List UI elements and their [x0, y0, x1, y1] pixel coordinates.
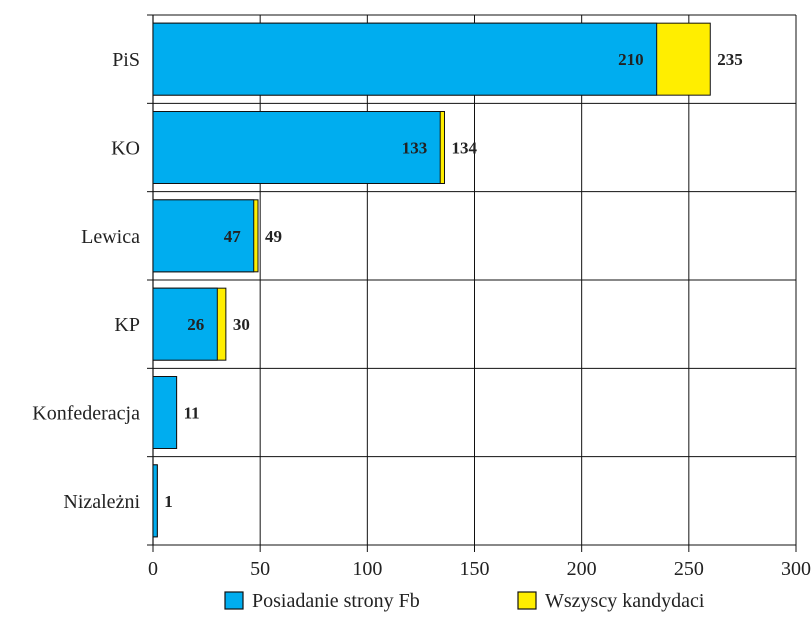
- x-tick-label: 250: [674, 558, 704, 580]
- category-label: KP: [114, 314, 140, 336]
- legend-label: Wszyscy kandydaci: [545, 590, 705, 612]
- data-label-fb: 133: [402, 139, 428, 158]
- bar-posiadanie-strony-fb: [152, 111, 441, 184]
- bar-posiadanie-strony-fb: [152, 287, 218, 361]
- data-label-total: 30: [233, 315, 250, 334]
- data-label-total: 49: [265, 227, 282, 246]
- category-label: Lewica: [81, 226, 140, 248]
- x-tick-label: 150: [460, 558, 490, 580]
- bars: [152, 22, 711, 538]
- data-label-fb: 47: [224, 227, 242, 246]
- category-label: Nizależni: [63, 491, 140, 513]
- data-label-fb: 210: [618, 50, 644, 69]
- category-label: Konfederacja: [32, 403, 140, 425]
- grid-lines: [153, 14, 797, 545]
- axes: 0 50 100 150 200 250 300: [147, 14, 811, 580]
- labels: PiS KO Lewica KP Konfederacja Nizależni 235 210…: [32, 49, 742, 513]
- legend-swatch: [224, 591, 244, 610]
- x-tick-label: 200: [567, 558, 597, 580]
- x-tick-label: 50: [250, 558, 270, 580]
- data-label-total: 134: [451, 139, 477, 158]
- bar-posiadanie-strony-fb: [152, 376, 178, 449]
- data-label-total: 1: [164, 492, 173, 511]
- data-label-total: 11: [184, 404, 200, 423]
- category-label: PiS: [112, 49, 140, 71]
- data-label-fb: 26: [187, 315, 204, 334]
- x-tick-label: 0: [148, 558, 158, 580]
- legend-swatch: [517, 591, 537, 610]
- legend-label: Posiadanie strony Fb: [252, 590, 420, 612]
- bar-posiadanie-strony-fb: [152, 199, 255, 273]
- x-tick-label: 100: [352, 558, 382, 580]
- data-label-total: 235: [717, 50, 743, 69]
- bar-posiadanie-strony-fb: [152, 464, 158, 538]
- category-label: KO: [111, 138, 140, 160]
- x-tick-label: 300: [781, 558, 811, 580]
- bar-posiadanie-strony-fb: [152, 22, 658, 96]
- legend: Posiadanie strony Fb Wszyscy kandydaci: [224, 590, 705, 612]
